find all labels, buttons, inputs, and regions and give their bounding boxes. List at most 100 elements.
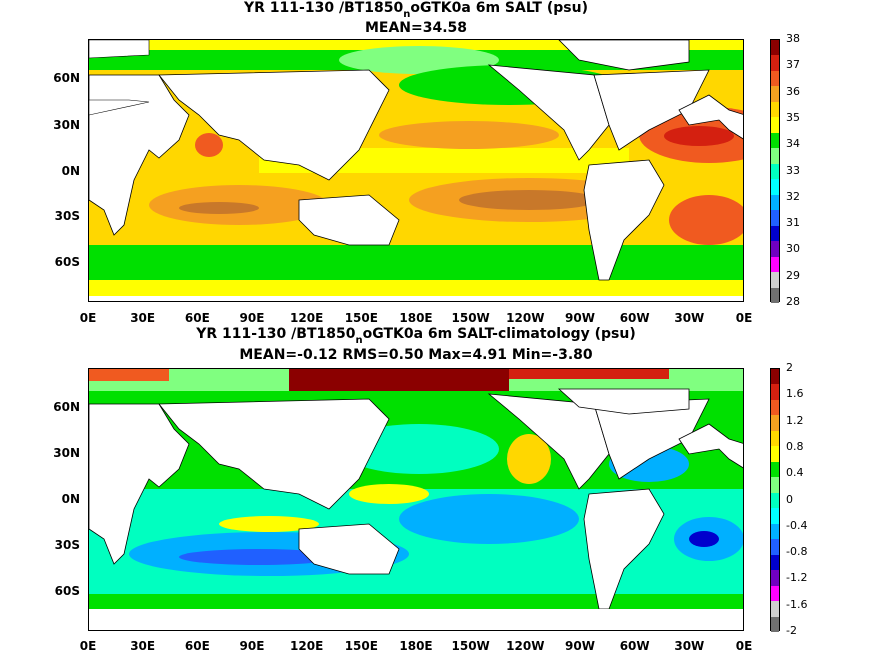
panel2-colorbar	[770, 368, 780, 632]
x-tick-label: 30W	[674, 311, 705, 325]
x-tick-label: 0E	[735, 639, 753, 653]
panel1-title: YR 111-130 /BT1850noGTK0a 6m SALT (psu)	[244, 0, 588, 20]
colorbar-segment	[771, 539, 779, 555]
colorbar-label: 35	[786, 110, 800, 124]
colorbar-segment	[771, 508, 779, 524]
colorbar-segment	[771, 225, 779, 242]
panel2-ylabel-60n: 60N	[53, 400, 80, 414]
colorbar-label: 2	[786, 361, 793, 374]
colorbar-segment	[771, 70, 779, 87]
x-tick-label: 60E	[184, 311, 210, 325]
colorbar-label: -2	[786, 624, 797, 637]
x-tick-label: 90W	[565, 639, 595, 653]
x-tick-label: 150E	[344, 639, 378, 653]
panel1-ylabel-60n: 60N	[53, 71, 80, 85]
colorbar-label: 33	[786, 163, 800, 177]
colorbar-segment	[771, 272, 779, 288]
panel1-ylabel-60s: 60S	[54, 255, 80, 269]
colorbar-segment	[771, 194, 779, 211]
colorbar-label: -1.2	[786, 571, 808, 585]
colorbar-segment	[771, 461, 779, 478]
x-tick-label: 60W	[619, 311, 650, 325]
x-tick-label: 30W	[674, 639, 705, 653]
colorbar-segment	[771, 287, 779, 303]
panel2-ylabel-30n: 30N	[53, 446, 80, 460]
colorbar-label: -0.8	[786, 545, 808, 559]
colorbar-segment	[771, 570, 779, 586]
colorbar-segment	[771, 492, 779, 509]
x-tick-label: 60W	[619, 639, 650, 653]
colorbar-segment	[771, 554, 779, 571]
x-tick-label: 0E	[735, 311, 753, 325]
colorbar-segment	[771, 430, 779, 447]
colorbar-label: 28	[786, 295, 800, 308]
colorbar-label: -0.4	[786, 518, 808, 532]
x-tick-label: 120W	[506, 311, 545, 325]
panel1-ylabel-30s: 30S	[54, 209, 80, 223]
colorbar-label: 32	[786, 189, 800, 203]
panel2-map-svg	[89, 369, 743, 630]
x-tick-label: 0E	[79, 311, 97, 325]
x-tick-label: 180E	[399, 311, 433, 325]
colorbar-segment	[771, 256, 779, 273]
x-tick-label: 30E	[130, 311, 156, 325]
colorbar-label: 0.4	[786, 466, 804, 480]
panel2-ylabel-0n: 0N	[61, 492, 80, 506]
x-tick-label: 90W	[565, 311, 595, 325]
colorbar-segment	[771, 148, 779, 164]
panel1-ylabel-30n: 30N	[53, 118, 80, 132]
colorbar-segment	[771, 415, 779, 431]
colorbar-segment	[771, 210, 779, 226]
colorbar-label: 31	[786, 216, 800, 230]
panel1-colorbar	[770, 39, 780, 303]
colorbar-segment	[771, 117, 779, 133]
colorbar-segment	[771, 369, 779, 385]
colorbar-label: 36	[786, 84, 800, 98]
colorbar-label: 0.8	[786, 439, 804, 453]
x-tick-label: 120E	[290, 639, 324, 653]
x-tick-label: 150W	[451, 639, 490, 653]
colorbar-segment	[771, 399, 779, 416]
x-tick-label: 90E	[239, 311, 265, 325]
colorbar-label: 38	[786, 32, 800, 45]
panel2-anomaly-map	[88, 368, 744, 631]
colorbar-segment	[771, 179, 779, 195]
panel2-ylabel-30s: 30S	[54, 538, 80, 552]
x-tick-label: 180E	[399, 639, 433, 653]
x-tick-label: 60E	[184, 639, 210, 653]
colorbar-label: 29	[786, 268, 800, 282]
colorbar-label: 37	[786, 58, 800, 72]
panel1-ylabel-0n: 0N	[61, 164, 80, 178]
x-tick-label: 0E	[79, 639, 97, 653]
colorbar-segment	[771, 384, 779, 400]
colorbar-segment	[771, 477, 779, 493]
colorbar-segment	[771, 132, 779, 149]
colorbar-segment	[771, 616, 779, 632]
colorbar-label: -1.6	[786, 597, 808, 611]
x-tick-label: 150W	[451, 311, 490, 325]
colorbar-segment	[771, 523, 779, 540]
x-tick-label: 150E	[344, 311, 378, 325]
colorbar-segment	[771, 55, 779, 71]
panel2-title: YR 111-130 /BT1850noGTK0a 6m SALT-climat…	[196, 326, 636, 346]
x-tick-label: 120E	[290, 311, 324, 325]
colorbar-segment	[771, 163, 779, 180]
colorbar-segment	[771, 601, 779, 617]
colorbar-label: 30	[786, 242, 800, 256]
panel2-subtitle: MEAN=-0.12 RMS=0.50 Max=4.91 Min=-3.80	[239, 347, 593, 363]
x-tick-label: 30E	[130, 639, 156, 653]
colorbar-segment	[771, 86, 779, 102]
colorbar-segment	[771, 446, 779, 462]
colorbar-label: 1.6	[786, 387, 804, 401]
colorbar-segment	[771, 40, 779, 56]
panel1-subtitle: MEAN=34.58	[364, 20, 468, 36]
panel2-ylabel-60s: 60S	[54, 584, 80, 598]
colorbar-label: 0	[786, 492, 793, 506]
colorbar-label: 1.2	[786, 413, 804, 427]
colorbar-segment	[771, 585, 779, 602]
panel1-salinity-map	[88, 39, 744, 302]
colorbar-segment	[771, 241, 779, 257]
x-tick-label: 120W	[506, 639, 545, 653]
colorbar-label: 34	[786, 137, 800, 151]
colorbar-segment	[771, 101, 779, 118]
